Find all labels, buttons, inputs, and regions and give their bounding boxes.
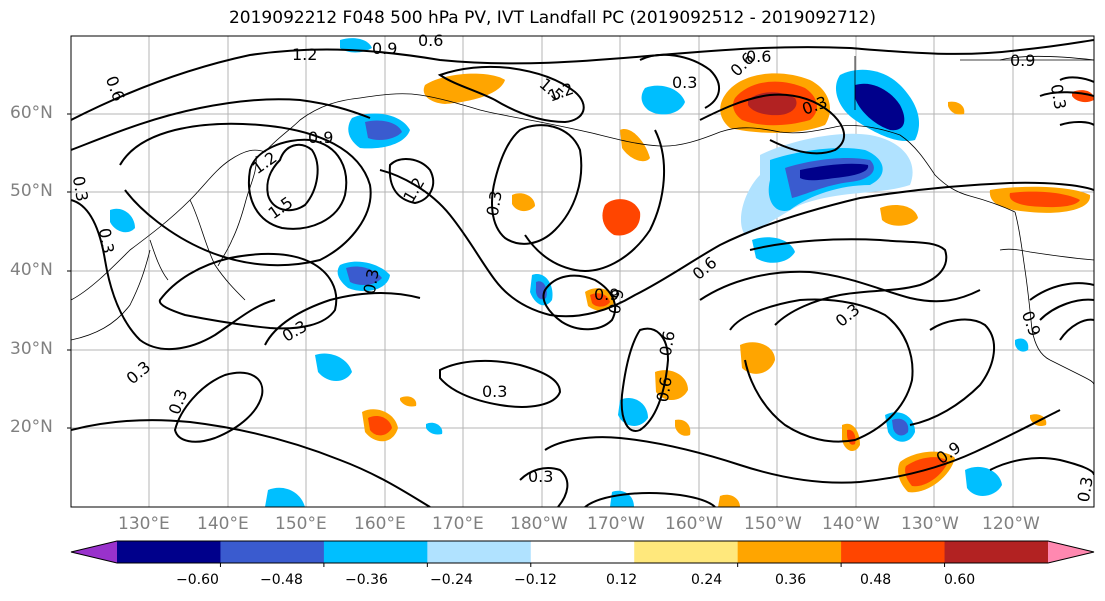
- contour-label: 0.3: [1074, 475, 1097, 503]
- contour-label: 0.3: [360, 267, 383, 295]
- contour-label: 0.3: [1047, 83, 1070, 111]
- longitude-label: 120°W: [982, 514, 1040, 534]
- contour-label: 0.9: [308, 128, 333, 147]
- contour-label: 0.9: [1010, 51, 1035, 70]
- longitude-label: 130°W: [901, 514, 959, 534]
- contour-label: 0.9: [372, 39, 397, 58]
- latitude-label: 40°N: [10, 260, 53, 280]
- longitude-label: 130°E: [118, 514, 170, 534]
- colorbar-tick-label: −0.60: [176, 572, 219, 588]
- longitude-label: 150°E: [275, 514, 327, 534]
- longitude-label: 170°W: [587, 514, 645, 534]
- contour-label: 0.3: [482, 382, 507, 401]
- contour-label: 0.3: [69, 175, 92, 203]
- contour-label: 0.3: [95, 227, 118, 255]
- contour-label: 0.9: [594, 285, 619, 304]
- contour-label: 0.9: [605, 287, 628, 315]
- latitude-label: 30°N: [10, 339, 53, 359]
- longitude-label: 160°E: [354, 514, 406, 534]
- contour-label: 1.2: [292, 45, 317, 64]
- longitude-label: 140°E: [197, 514, 249, 534]
- colorbar-tick-label: −0.36: [345, 572, 388, 588]
- colorbar-tick-label: −0.48: [260, 572, 303, 588]
- longitude-label: 170°E: [432, 514, 484, 534]
- map-title: 2019092212 F048 500 hPa PV, IVT Landfall…: [228, 8, 876, 28]
- contour-label: 0.3: [672, 73, 697, 92]
- contour-label: 0.3: [528, 467, 553, 486]
- colorbar-tick-label: 0.48: [860, 572, 892, 588]
- latitude-label: 60°N: [10, 103, 53, 123]
- latitude-label: 50°N: [10, 181, 53, 201]
- contour-label: 0.3: [483, 189, 506, 217]
- longitude-label: 180°W: [510, 514, 568, 534]
- colorbar-tick-label: −0.12: [514, 572, 557, 588]
- colorbar-tick-label: −0.24: [430, 572, 473, 588]
- contour-label: 0.6: [656, 329, 679, 357]
- colorbar-tick-label: 0.60: [944, 572, 976, 588]
- colorbar-tick-label: 0.24: [691, 572, 723, 588]
- contour-label: 0.6: [418, 31, 443, 50]
- pv-contours: [71, 39, 1094, 507]
- latitude-label: 20°N: [10, 417, 53, 437]
- longitude-label: 140°W: [822, 514, 880, 534]
- contour-label: 0.6: [746, 47, 771, 66]
- colorbar-tick-label: 0.36: [775, 572, 807, 588]
- colorbar-tick-label: 0.12: [606, 572, 638, 588]
- longitude-label: 160°W: [665, 514, 723, 534]
- longitude-label: 150°W: [744, 514, 802, 534]
- pv-anomaly-shading: [110, 38, 1094, 507]
- contour-label: 0.6: [653, 375, 676, 403]
